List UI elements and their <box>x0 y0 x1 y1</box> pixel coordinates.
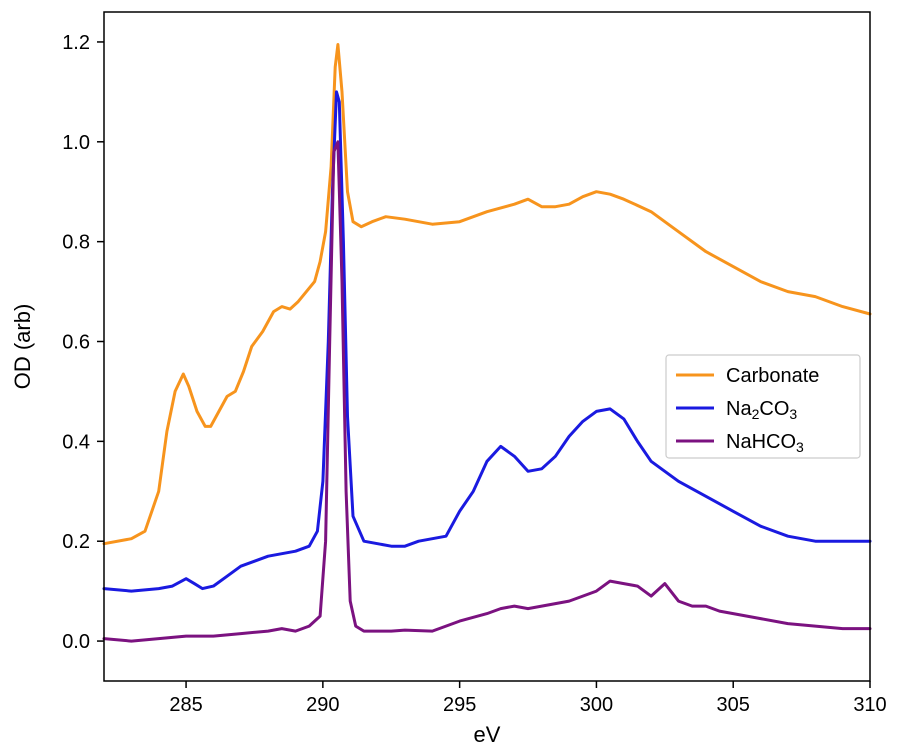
y-tick-label: 1.2 <box>62 32 90 54</box>
y-tick-label: 1.0 <box>62 132 90 154</box>
y-axis: 0.0 0.2 0.4 0.6 0.8 1.0 1.2 <box>62 32 104 653</box>
x-tick-label: 290 <box>306 694 339 716</box>
y-tick-label: 0.4 <box>62 431 90 453</box>
x-tick-label: 305 <box>717 694 750 716</box>
series-line-1 <box>102 90 872 593</box>
series-layer <box>102 43 872 643</box>
legend-box <box>665 354 861 459</box>
legend-label: Na2CO3 <box>726 398 797 422</box>
x-axis-label: eV <box>474 722 501 747</box>
y-tick-label: 0.8 <box>62 232 90 254</box>
x-axis: 285 290 295 300 305 310 <box>169 681 887 716</box>
plot-frame <box>103 11 871 682</box>
y-tick-label: 0.2 <box>62 531 90 553</box>
legend-label: Carbonate <box>726 365 819 387</box>
x-tick-label: 310 <box>853 694 886 716</box>
y-tick-label: 0.0 <box>62 631 90 653</box>
x-tick-label: 300 <box>580 694 613 716</box>
y-axis-label: OD (arb) <box>10 304 35 390</box>
x-tick-label: 295 <box>443 694 476 716</box>
legend: Carbonate Na2CO3 NaHCO3 <box>665 354 861 459</box>
legend-label: NaHCO3 <box>726 431 804 455</box>
series-line-2 <box>102 140 872 643</box>
y-tick-label: 0.6 <box>62 332 90 354</box>
x-tick-label: 285 <box>169 694 202 716</box>
series-line-0 <box>102 43 872 546</box>
